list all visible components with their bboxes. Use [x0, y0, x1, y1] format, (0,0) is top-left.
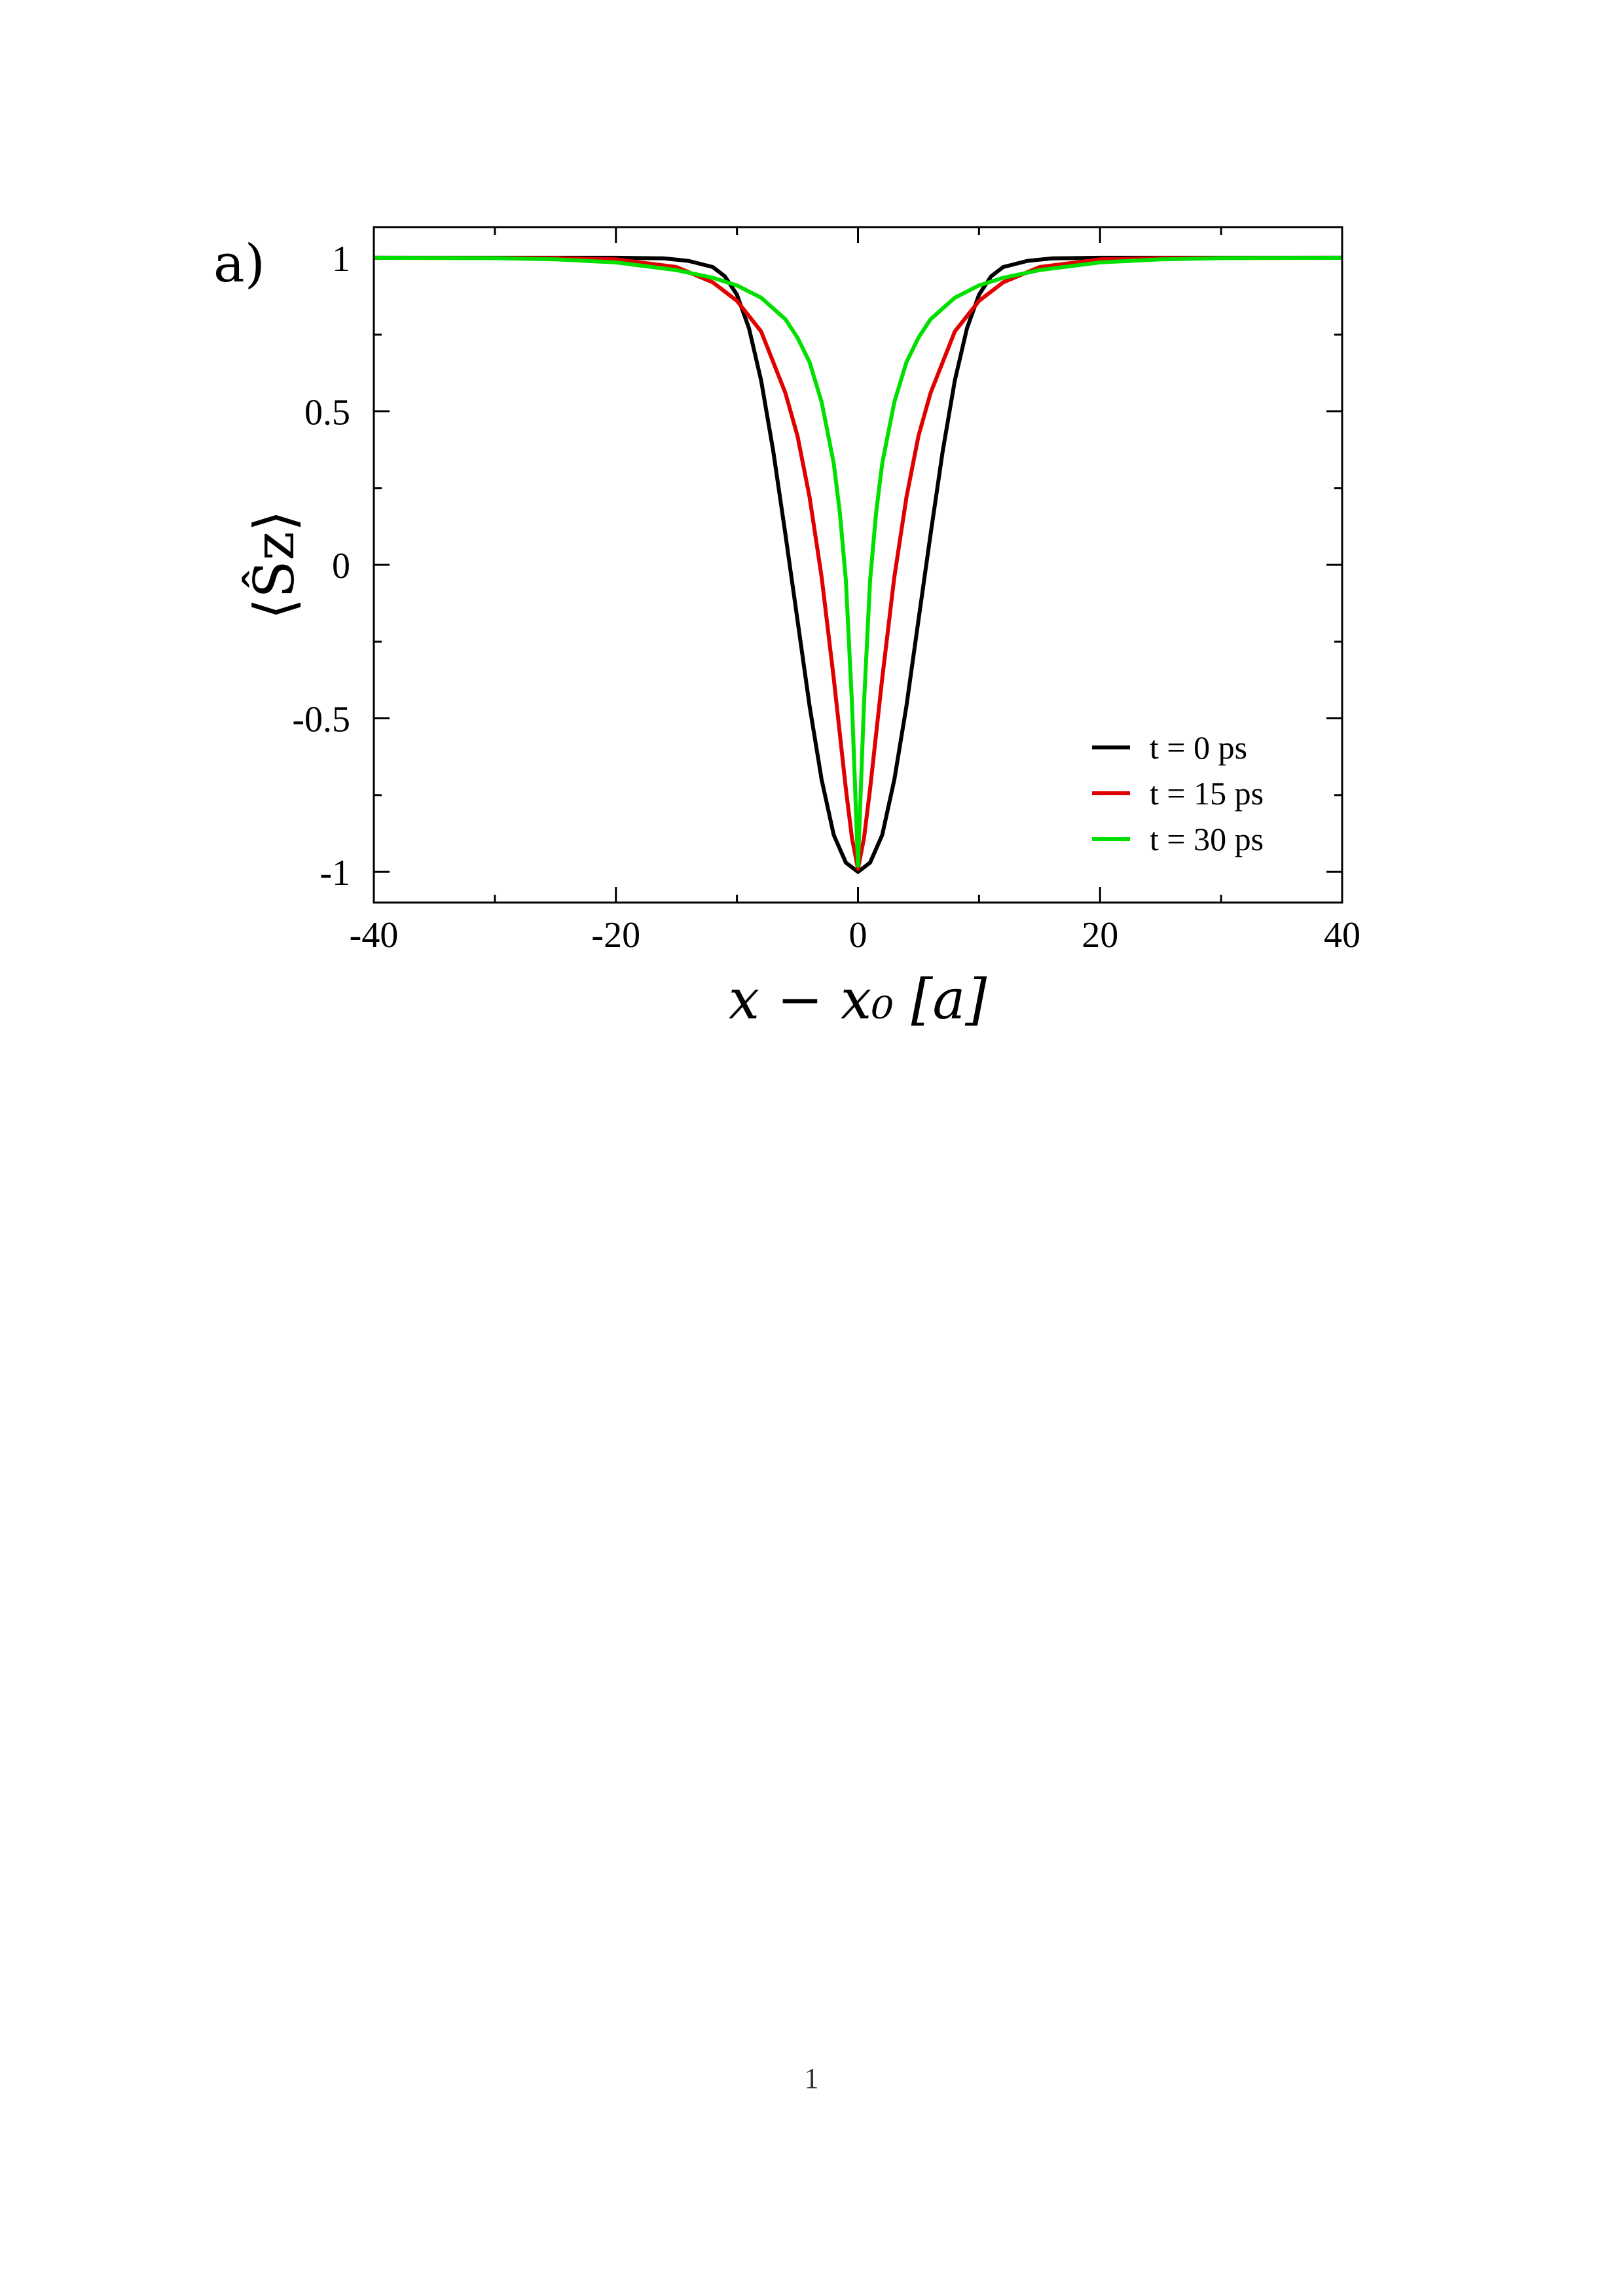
x-tick-label: -40 [350, 915, 399, 956]
legend-label-3: t = 30 ps [1150, 821, 1264, 857]
y-tick-label: -0.5 [292, 700, 350, 740]
series-line-2 [373, 255, 1343, 871]
x-tick-label: -20 [591, 915, 640, 956]
y-tick-labels: -1 -0.5 0 0.5 1 [292, 239, 350, 893]
x-tick-label: 20 [1082, 915, 1118, 956]
page-number: 1 [804, 2062, 819, 2094]
x-tick-label: 0 [849, 915, 867, 956]
x-tick-label: 40 [1324, 915, 1360, 956]
plot-frame [373, 226, 1343, 904]
y-axis-label: ⟨Ŝz⟩ [242, 510, 306, 619]
series-line-1 [374, 255, 1342, 874]
y-tick-label: 1 [332, 239, 350, 279]
x-tick-labels: -40 -20 0 20 40 [350, 915, 1360, 956]
y-tick-label: 0.5 [304, 392, 350, 433]
y-tick-label: 0 [332, 546, 350, 586]
legend-label-2: t = 15 ps [1150, 775, 1264, 812]
legend: t = 0 ps t = 15 ps t = 30 ps [1092, 729, 1264, 857]
y-tick-label: -1 [319, 853, 350, 893]
legend-label-1: t = 0 ps [1150, 729, 1247, 766]
x-axis-label: x − x₀ [a] [729, 967, 987, 1031]
series-line-3 [373, 255, 1343, 868]
series-lines [373, 255, 1343, 874]
panel-label: a) [213, 233, 265, 294]
